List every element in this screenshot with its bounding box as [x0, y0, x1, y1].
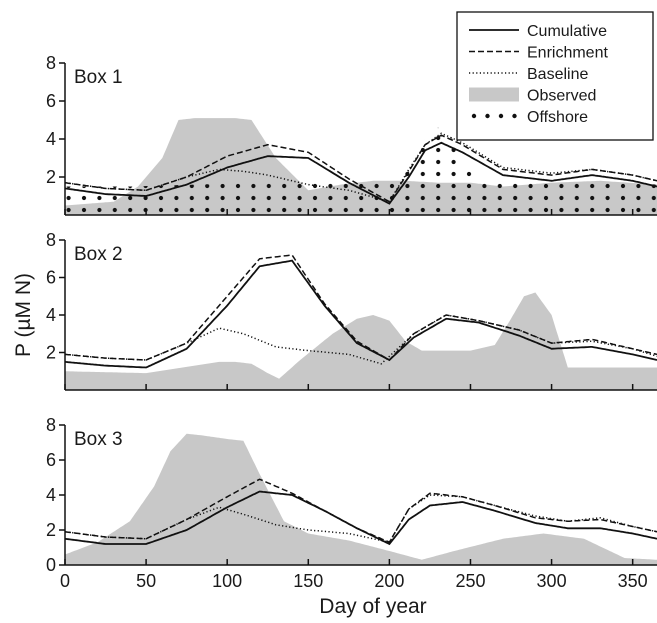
y-tick-label: 6: [46, 268, 56, 288]
panel-box-2: 2 4 6 8 Box 2: [46, 230, 657, 391]
series-observed-area: [65, 292, 657, 390]
series-enrichment-line: [64, 254, 657, 361]
series-offshore-area: [65, 127, 657, 215]
y-tick-label: 8: [46, 53, 56, 73]
x-tick-label: 0: [60, 571, 70, 591]
series-cumulative-line: [64, 490, 657, 546]
legend-label: Cumulative: [527, 23, 607, 40]
legend-box: [456, 11, 654, 141]
series-enrichment-line: [64, 134, 657, 203]
legend-swatch-dot: [485, 113, 490, 119]
x-axis-label: Day of year: [319, 595, 426, 618]
panel-label: Box 3: [74, 429, 123, 450]
y-axis-label: P (µM N): [12, 273, 35, 357]
y-tick-label: 4: [46, 129, 56, 149]
y-tick-label: 4: [46, 485, 56, 505]
x-tick-label: 100: [212, 571, 242, 591]
legend-swatch-observed: [469, 87, 519, 102]
legend-swatch-dot: [471, 113, 477, 119]
x-tick-label: 50: [136, 571, 156, 591]
series-cumulative-line: [64, 141, 657, 205]
x-tick-label: 250: [455, 571, 485, 591]
legend-label: Enrichment: [527, 45, 608, 62]
panel-box-3: 0 2 4 6 8 0 50 100 150 200 250 300 350 Box 3: [46, 415, 657, 591]
x-tick-label: 350: [618, 571, 648, 591]
x-tick-label: 200: [374, 571, 404, 591]
y-tick-label: 2: [46, 520, 56, 540]
series-cumulative-line: [64, 259, 657, 369]
legend: Cumulative Enrichment Baseline Observed Offs…: [456, 11, 654, 141]
y-tick-label: 0: [46, 555, 56, 575]
panel-box-1: 2 4 6 8 Box 1: [46, 53, 657, 216]
y-tick-label: 4: [46, 305, 56, 325]
legend-swatch-dot: [498, 113, 504, 119]
y-tick-label: 2: [46, 343, 56, 363]
series-baseline-line: [64, 314, 657, 365]
x-tick-label: 300: [537, 571, 567, 591]
legend-swatch-dot: [512, 113, 517, 119]
y-tick-label: 8: [46, 230, 56, 250]
y-tick-label: 6: [46, 91, 56, 111]
panel-label: Box 2: [74, 244, 123, 265]
y-tick-label: 2: [46, 167, 56, 187]
series-baseline-line: [64, 494, 657, 544]
legend-label: Observed: [527, 88, 596, 105]
series-observed-area: [65, 433, 657, 565]
legend-label: Baseline: [527, 66, 588, 83]
y-tick-label: 6: [46, 450, 56, 470]
panel-label: Box 1: [74, 67, 123, 88]
y-tick-label: 8: [46, 415, 56, 435]
legend-label: Offshore: [527, 109, 588, 126]
x-tick-label: 150: [293, 571, 323, 591]
